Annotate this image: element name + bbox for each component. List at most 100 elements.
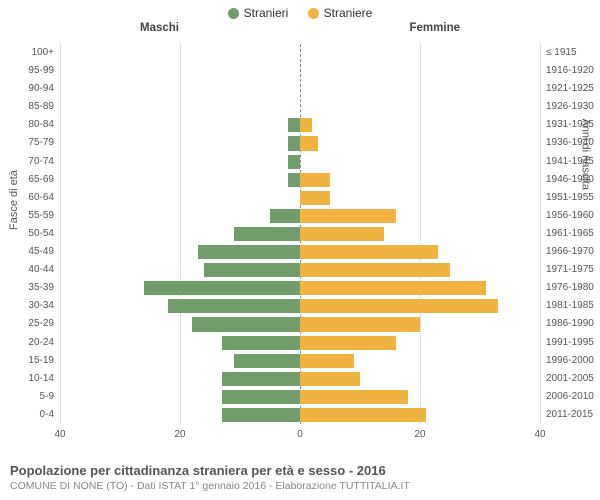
x-tick-label: 20 [414,429,425,440]
pyramid-row: 85-891926-1930 [60,98,540,116]
age-label: 70-74 [4,153,54,171]
birth-year-label: 2001-2005 [546,370,600,388]
bar-male [222,390,300,404]
bar-male [234,354,300,368]
grid-line [540,44,541,424]
pyramid-row: 45-491966-1970 [60,243,540,261]
age-label: 55-59 [4,207,54,225]
bar-male [288,136,300,150]
pyramid-row: 95-991916-1920 [60,62,540,80]
bar-female [300,227,384,241]
bar-male [288,118,300,132]
chart-subtitle: COMUNE DI NONE (TO) - Dati ISTAT 1° genn… [10,480,590,492]
age-label: 90-94 [4,80,54,98]
bar-male [198,245,300,259]
age-label: 60-64 [4,189,54,207]
age-label: 0-4 [4,406,54,424]
bar-male [192,317,300,331]
bar-female [300,118,312,132]
chart-title: Popolazione per cittadinanza straniera p… [10,463,590,478]
bar-female [300,281,486,295]
age-label: 20-24 [4,334,54,352]
pyramid-row: 30-341981-1985 [60,297,540,315]
pyramid-row: 70-741941-1945 [60,153,540,171]
birth-year-label: 1986-1990 [546,315,600,333]
birth-year-label: 1956-1960 [546,207,600,225]
pyramid-row: 90-941921-1925 [60,80,540,98]
bar-male [234,227,300,241]
legend-swatch-female [308,8,319,19]
bar-male [222,408,300,422]
birth-year-label: 2006-2010 [546,388,600,406]
age-label: 100+ [4,44,54,62]
pyramid-row: 100+≤ 1915 [60,44,540,62]
birth-year-label: 1936-1940 [546,134,600,152]
age-label: 45-49 [4,243,54,261]
bar-male [204,263,300,277]
footer: Popolazione per cittadinanza straniera p… [10,463,590,492]
bar-female [300,354,354,368]
bar-female [300,191,330,205]
age-label: 25-29 [4,315,54,333]
bar-female [300,317,420,331]
bar-male [168,299,300,313]
age-label: 80-84 [4,116,54,134]
bar-female [300,372,360,386]
pyramid-row: 50-541961-1965 [60,225,540,243]
bar-male [144,281,300,295]
bar-male [222,372,300,386]
bar-female [300,209,396,223]
pyramid-row: 25-291986-1990 [60,315,540,333]
pyramid-row: 35-391976-1980 [60,279,540,297]
birth-year-label: 1951-1955 [546,189,600,207]
age-label: 50-54 [4,225,54,243]
age-label: 10-14 [4,370,54,388]
bar-male [270,209,300,223]
birth-year-label: 1976-1980 [546,279,600,297]
x-tick-label: 20 [174,429,185,440]
legend-label-female: Straniere [324,6,373,20]
birth-year-label: ≤ 1915 [546,44,600,62]
header-female: Femmine [410,22,461,34]
bar-female [300,390,408,404]
birth-year-label: 1921-1925 [546,80,600,98]
legend: Stranieri Straniere [0,0,600,22]
legend-label-male: Stranieri [244,6,289,20]
pyramid-row: 60-641951-1955 [60,189,540,207]
pyramid-row: 55-591956-1960 [60,207,540,225]
pyramid-row: 65-691946-1950 [60,171,540,189]
bar-female [300,245,438,259]
pyramid-row: 80-841931-1935 [60,116,540,134]
pyramid-row: 40-441971-1975 [60,261,540,279]
age-label: 85-89 [4,98,54,116]
pyramid-row: 20-241991-1995 [60,334,540,352]
age-label: 30-34 [4,297,54,315]
legend-female: Straniere [308,6,373,20]
bar-female [300,136,318,150]
age-label: 40-44 [4,261,54,279]
x-tick-label: 0 [297,429,303,440]
pyramid-row: 75-791936-1940 [60,134,540,152]
x-tick-label: 40 [534,429,545,440]
age-label: 95-99 [4,62,54,80]
birth-year-label: 1961-1965 [546,225,600,243]
legend-swatch-male [228,8,239,19]
pyramid-row: 10-142001-2005 [60,370,540,388]
age-label: 35-39 [4,279,54,297]
birth-year-label: 1941-1945 [546,153,600,171]
x-tick-label: 40 [54,429,65,440]
pyramid-chart: Stranieri Straniere Maschi Femmine Fasce… [0,0,600,500]
birth-year-label: 1971-1975 [546,261,600,279]
bar-female [300,173,330,187]
legend-male: Stranieri [228,6,289,20]
birth-year-label: 1966-1970 [546,243,600,261]
bar-male [288,155,300,169]
plot-area: 402002040100+≤ 191595-991916-192090-9419… [60,44,540,424]
bar-male [288,173,300,187]
birth-year-label: 1926-1930 [546,98,600,116]
age-label: 5-9 [4,388,54,406]
bar-female [300,408,426,422]
age-label: 65-69 [4,171,54,189]
pyramid-row: 15-191996-2000 [60,352,540,370]
age-label: 15-19 [4,352,54,370]
